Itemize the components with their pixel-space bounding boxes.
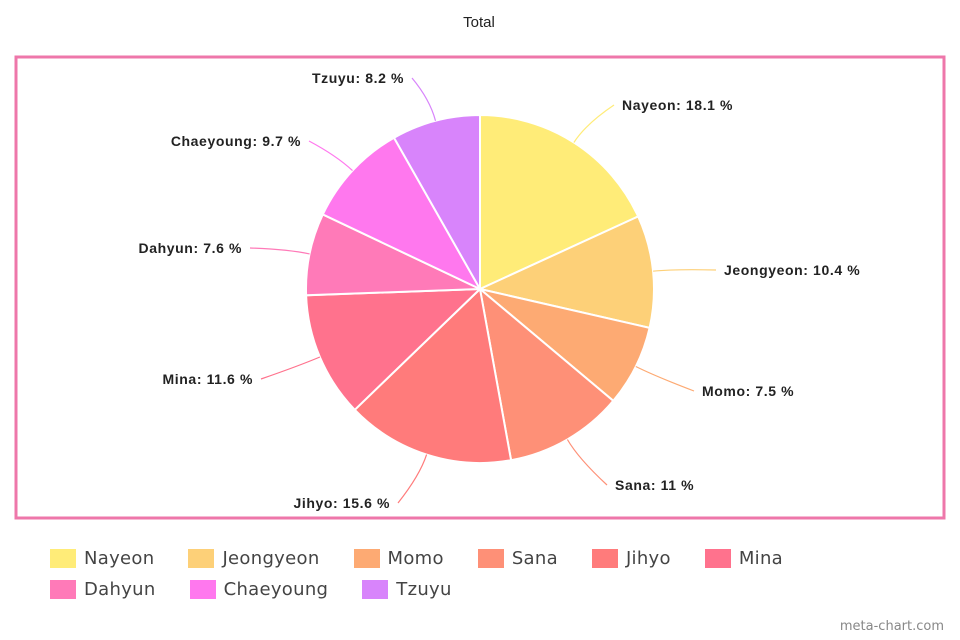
leader-line-nayeon — [573, 104, 615, 143]
legend-label: Mina — [738, 547, 783, 569]
label-leader-lines — [249, 77, 717, 504]
legend-swatch — [353, 548, 380, 568]
legend-swatch — [591, 548, 618, 568]
legend-item-jihyo[interactable]: Jihyo — [591, 547, 671, 569]
pie-slice-tzuyu[interactable] — [392, 113, 481, 293]
slice-label-sana: Sana: 11 % — [615, 477, 694, 493]
slice-label-dahyun: Dahyun: 7.6 % — [139, 240, 243, 256]
legend-item-mina[interactable]: Mina — [704, 547, 783, 569]
leader-line-jeongyeon — [653, 269, 717, 272]
leader-line-dahyun — [249, 247, 310, 255]
legend-item-dahyun[interactable]: Dahyun — [50, 578, 156, 600]
leader-line-sana — [566, 439, 608, 486]
legend-item-momo[interactable]: Momo — [353, 547, 444, 569]
legend-swatch — [50, 579, 76, 599]
legend-item-sana[interactable]: Sana — [477, 547, 558, 569]
legend-item-tzuyu[interactable]: Tzuyu — [362, 578, 451, 600]
legend-swatch — [50, 548, 76, 568]
pie-slices — [305, 113, 655, 464]
legend-item-nayeon[interactable]: Nayeon — [50, 547, 154, 569]
chart-border — [14, 55, 946, 520]
slice-label-jihyo: Jihyo: 15.6 % — [293, 495, 390, 511]
legend-swatch — [704, 548, 731, 568]
slice-label-tzuyu: Tzuyu: 8.2 % — [312, 70, 404, 86]
leader-line-tzuyu — [411, 77, 437, 121]
slice-labels: Nayeon: 18.1 % Jeongyeon: 10.4 % Momo: 7.5… — [139, 70, 860, 511]
legend-label: Momo — [387, 547, 444, 569]
legend-swatch — [188, 548, 215, 568]
legend-label: Tzuyu — [396, 578, 452, 600]
watermark: meta-chart.com — [839, 619, 944, 634]
legend: Nayeon Jeongyeon Momo Sana Jihyo Mina Dahyun Ch… — [50, 547, 930, 600]
leader-line-momo — [635, 365, 695, 392]
legend-label: Nayeon — [84, 547, 155, 569]
legend-label: Dahyun — [84, 578, 156, 600]
legend-swatch — [189, 579, 216, 599]
pie-slice-nayeon[interactable] — [479, 113, 640, 291]
legend-label: Jeongyeon — [222, 547, 320, 569]
slice-label-chaeyoung: Chaeyoung: 9.7 % — [171, 133, 301, 149]
slice-label-jeongyeon: Jeongyeon: 10.4 % — [724, 262, 860, 278]
legend-item-chaeyoung[interactable]: Chaeyoung — [189, 578, 329, 600]
leader-line-jihyo — [397, 454, 428, 504]
slice-label-nayeon: Nayeon: 18.1 % — [622, 97, 733, 113]
legend-label: Sana — [511, 547, 558, 569]
legend-label: Jihyo — [625, 547, 671, 569]
slice-label-momo: Momo: 7.5 % — [702, 383, 794, 399]
legend-swatch — [362, 579, 389, 599]
pie-slice-jeongyeon[interactable] — [476, 215, 655, 330]
chart-title: Total — [463, 14, 495, 31]
pie-slice-sana[interactable] — [478, 286, 615, 462]
leader-line-chaeyoung — [308, 140, 353, 172]
legend-swatch — [477, 548, 504, 568]
leader-line-mina — [260, 356, 321, 380]
legend-item-jeongyeon[interactable]: Jeongyeon — [188, 547, 319, 569]
pie-chart: Total Nayeon: 18.1 % Jeongyeon: 10.4 % Mom… — [14, 14, 946, 520]
legend-label: Chaeyoung — [223, 578, 329, 600]
slice-label-mina: Mina: 11.6 % — [163, 371, 253, 387]
